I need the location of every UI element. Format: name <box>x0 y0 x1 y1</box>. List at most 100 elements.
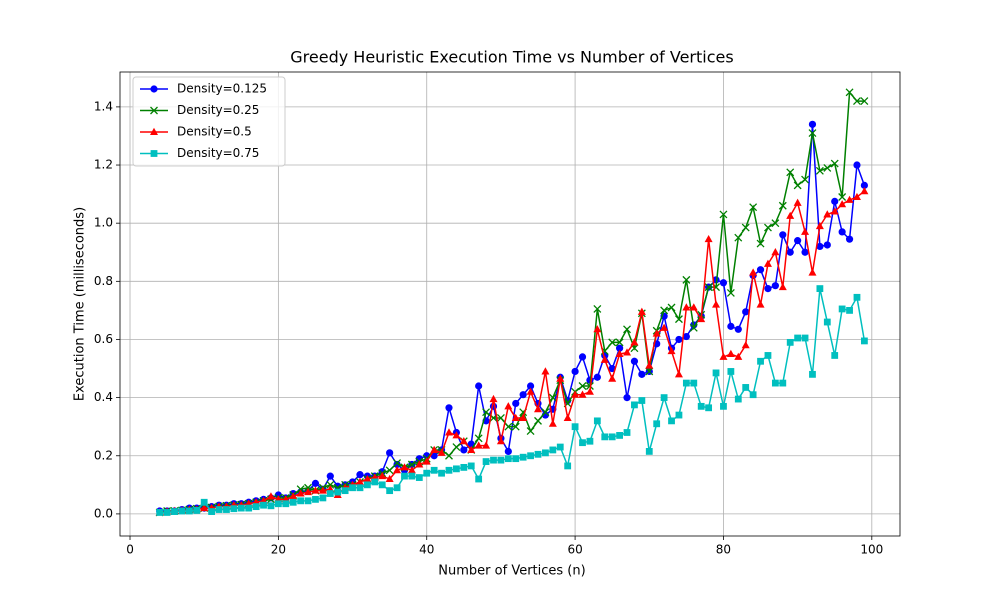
marker <box>467 462 475 470</box>
marker <box>638 397 646 404</box>
marker <box>771 379 779 387</box>
marker <box>326 480 335 489</box>
marker <box>386 449 394 457</box>
marker <box>482 458 490 465</box>
marker <box>615 338 624 347</box>
y-tick-label: 0.0 <box>94 506 113 520</box>
marker <box>282 500 290 508</box>
marker <box>815 221 824 230</box>
marker <box>682 332 690 341</box>
marker <box>401 472 408 480</box>
marker <box>853 97 861 106</box>
marker <box>830 207 839 215</box>
marker <box>356 484 364 492</box>
marker <box>734 325 742 333</box>
marker <box>741 223 750 232</box>
plot-frame <box>119 71 901 537</box>
marker <box>274 500 282 508</box>
marker <box>482 441 491 449</box>
legend: Density=0.125 Density=0.25 Density=0.5 Dens… <box>132 76 286 167</box>
marker <box>704 283 713 292</box>
marker <box>534 450 542 458</box>
marker <box>460 463 468 471</box>
marker <box>393 466 402 474</box>
legend-label: Density=0.5 <box>177 125 252 139</box>
marker <box>631 401 638 409</box>
marker <box>496 414 505 422</box>
legend-label: Density=0.25 <box>177 103 259 117</box>
marker <box>326 490 334 497</box>
marker <box>734 233 743 242</box>
marker <box>497 456 505 464</box>
marker <box>668 417 675 425</box>
marker <box>467 445 476 453</box>
marker <box>838 305 846 313</box>
marker <box>831 197 839 205</box>
y-tick-label: 0.4 <box>94 390 113 404</box>
marker <box>764 223 772 232</box>
marker <box>660 394 668 402</box>
marker <box>712 369 720 377</box>
marker <box>845 235 854 243</box>
marker <box>823 163 832 172</box>
marker <box>326 472 334 480</box>
marker <box>237 504 245 512</box>
marker <box>675 335 683 344</box>
marker <box>838 193 847 201</box>
marker <box>585 387 594 395</box>
marker <box>719 210 728 219</box>
marker <box>771 248 780 256</box>
x-tick-label: 60 <box>567 543 582 557</box>
marker <box>771 219 780 228</box>
marker <box>430 445 439 453</box>
marker <box>400 463 409 471</box>
marker <box>296 485 305 494</box>
marker <box>511 413 520 421</box>
marker <box>415 460 424 468</box>
marker <box>526 387 535 395</box>
marker <box>623 394 631 402</box>
marker <box>727 368 735 375</box>
marker <box>593 373 601 381</box>
marker <box>623 429 631 436</box>
marker <box>311 479 320 487</box>
marker <box>779 379 787 387</box>
marker <box>779 231 787 239</box>
marker <box>297 497 305 505</box>
marker <box>496 437 505 445</box>
x-tick-label: 40 <box>419 543 434 557</box>
marker <box>334 482 342 490</box>
marker <box>504 455 512 463</box>
marker <box>600 355 609 363</box>
marker <box>704 234 713 243</box>
marker <box>845 88 854 97</box>
marker <box>860 181 868 189</box>
marker <box>615 349 624 358</box>
marker <box>801 248 809 256</box>
marker <box>593 325 602 333</box>
marker <box>489 394 498 403</box>
marker <box>763 259 772 267</box>
marker <box>815 166 824 175</box>
marker <box>645 361 654 369</box>
series <box>156 285 868 516</box>
marker <box>363 481 371 489</box>
marker <box>726 288 735 297</box>
marker <box>355 477 364 485</box>
marker <box>786 338 794 346</box>
marker <box>601 433 609 441</box>
marker <box>586 437 594 445</box>
marker <box>490 456 497 464</box>
marker <box>459 437 468 445</box>
marker <box>764 284 772 293</box>
marker <box>150 106 158 115</box>
marker <box>289 498 297 506</box>
marker <box>689 303 698 311</box>
marker <box>511 422 520 431</box>
marker <box>393 460 401 469</box>
marker <box>527 452 534 460</box>
marker <box>452 443 461 451</box>
marker <box>816 285 824 292</box>
marker <box>378 481 386 489</box>
marker <box>541 408 550 417</box>
